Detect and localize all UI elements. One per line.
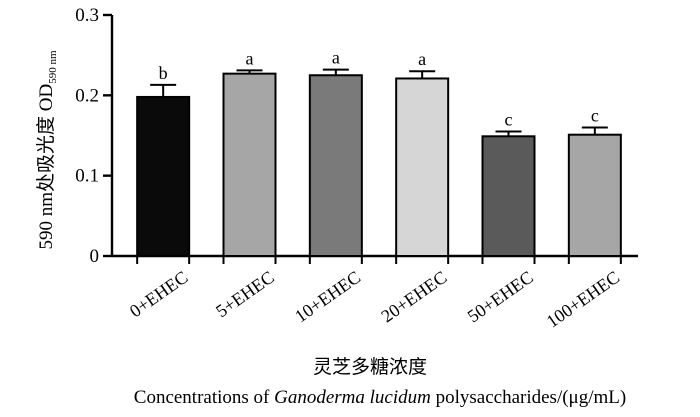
category-label: 50+EHEC bbox=[464, 267, 537, 326]
significance-label: c bbox=[591, 105, 599, 125]
y-tick-label: 0.1 bbox=[75, 166, 99, 187]
y-axis-title: 590 nm处吸光度 OD590 nm bbox=[35, 50, 59, 249]
x-axis-title-cn: 灵芝多糖浓度 bbox=[313, 356, 427, 378]
bar-50-ehec bbox=[481, 135, 536, 257]
bar-20-ehec bbox=[395, 77, 450, 257]
bar-10-ehec bbox=[308, 74, 363, 257]
y-tick-label: 0.2 bbox=[75, 85, 99, 106]
y-axis: 0 0.1 0.2 0.3 bbox=[75, 5, 114, 267]
bar-100-ehec bbox=[567, 133, 622, 258]
category-label: 10+EHEC bbox=[291, 267, 364, 326]
significance-label: b bbox=[159, 63, 168, 83]
category-label: 20+EHEC bbox=[377, 267, 450, 326]
significance-labels: b a a a c c bbox=[159, 48, 599, 130]
y-tick-label: 0 bbox=[90, 246, 100, 267]
x-axis bbox=[112, 254, 638, 264]
y-tick-label: 0.3 bbox=[75, 5, 99, 26]
category-labels: 0+EHEC 5+EHEC 10+EHEC 20+EHEC 50+EHEC 100+EHE… bbox=[126, 267, 623, 332]
significance-label: c bbox=[505, 109, 513, 129]
significance-label: a bbox=[332, 48, 340, 68]
category-label: 5+EHEC bbox=[212, 267, 278, 321]
error-bars bbox=[150, 68, 608, 137]
significance-label: a bbox=[246, 48, 254, 68]
bar-5-ehec bbox=[222, 72, 277, 258]
x-axis-title-en: Concentrations of Ganoderma lucidum poly… bbox=[134, 387, 626, 408]
category-label: 100+EHEC bbox=[543, 267, 623, 332]
significance-label: a bbox=[418, 49, 426, 69]
bar-0-ehec bbox=[136, 95, 191, 257]
bars bbox=[136, 72, 622, 258]
category-label: 0+EHEC bbox=[126, 267, 192, 321]
